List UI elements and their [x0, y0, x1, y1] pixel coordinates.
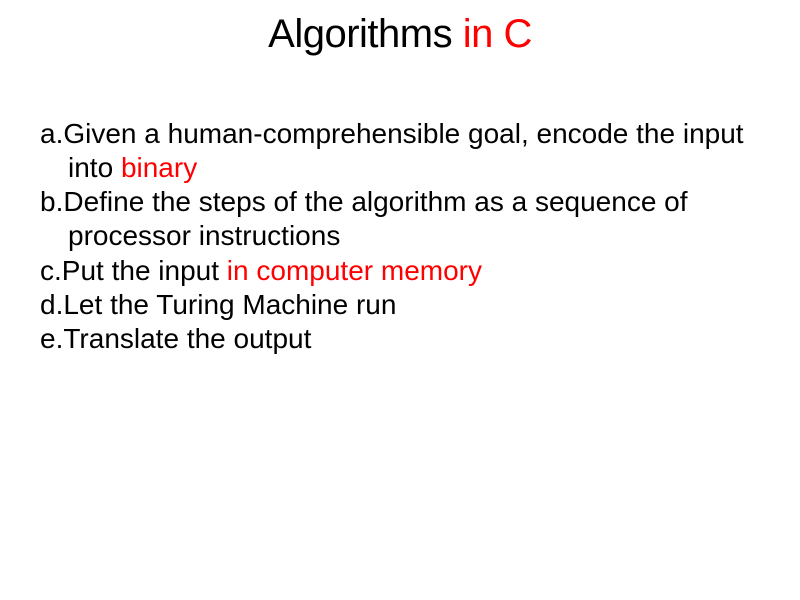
list-item: a.Given a human-comprehensible goal, enc…	[40, 117, 765, 185]
item-pre: Put the input	[62, 255, 227, 286]
title-part1: Algorithms	[268, 12, 452, 56]
item-accent: binary	[121, 152, 197, 183]
slide-title: Algorithms in C	[35, 12, 765, 57]
item-label: e.	[40, 323, 63, 354]
list-item: c.Put the input in computer memory	[40, 254, 765, 288]
item-label: c.	[40, 255, 62, 286]
item-label: b.	[40, 186, 63, 217]
slide-body: a.Given a human-comprehensible goal, enc…	[35, 117, 765, 356]
title-part2: in C	[452, 12, 532, 56]
list-item: d.Let the Turing Machine run	[40, 288, 765, 322]
list-item: e.Translate the output	[40, 322, 765, 356]
item-pre: Translate the output	[63, 323, 311, 354]
item-pre: Define the steps of the algorithm as a s…	[63, 186, 687, 251]
list-item: b.Define the steps of the algorithm as a…	[40, 185, 765, 253]
slide: Algorithms in C a.Given a human-comprehe…	[0, 0, 800, 600]
item-label: a.	[40, 118, 63, 149]
item-accent: in computer memory	[227, 255, 482, 286]
item-pre: Let the Turing Machine run	[63, 289, 396, 320]
item-label: d.	[40, 289, 63, 320]
